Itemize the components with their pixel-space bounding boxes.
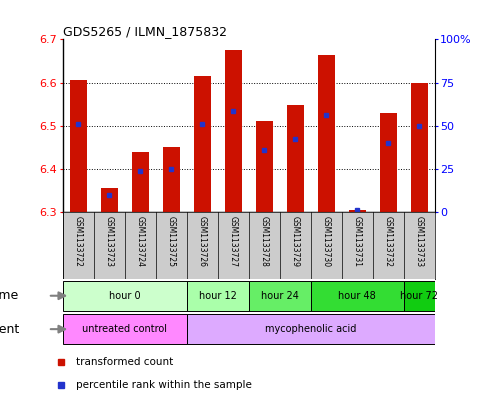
- Bar: [411, 83, 428, 212]
- Bar: [187, 281, 249, 311]
- Text: GSM1133725: GSM1133725: [167, 215, 176, 266]
- Bar: [318, 55, 335, 212]
- Text: GSM1133731: GSM1133731: [353, 215, 362, 266]
- Text: hour 0: hour 0: [109, 291, 141, 301]
- Bar: [404, 281, 435, 311]
- Bar: [349, 210, 366, 212]
- Text: hour 48: hour 48: [339, 291, 376, 301]
- Text: GSM1133723: GSM1133723: [105, 215, 114, 266]
- Text: mycophenolic acid: mycophenolic acid: [265, 324, 356, 334]
- Text: GSM1133727: GSM1133727: [229, 215, 238, 266]
- Text: percentile rank within the sample: percentile rank within the sample: [76, 380, 252, 390]
- Bar: [63, 281, 187, 311]
- Text: GDS5265 / ILMN_1875832: GDS5265 / ILMN_1875832: [63, 25, 227, 38]
- Bar: [70, 81, 87, 212]
- Bar: [249, 281, 311, 311]
- Text: GSM1133726: GSM1133726: [198, 215, 207, 266]
- Text: time: time: [0, 289, 19, 302]
- Bar: [225, 50, 242, 212]
- Text: GSM1133722: GSM1133722: [74, 215, 83, 266]
- Text: agent: agent: [0, 323, 19, 336]
- Bar: [63, 314, 187, 344]
- Bar: [132, 152, 149, 212]
- Text: GSM1133724: GSM1133724: [136, 215, 145, 266]
- Text: transformed count: transformed count: [76, 356, 173, 367]
- Text: GSM1133733: GSM1133733: [415, 215, 424, 267]
- Bar: [163, 147, 180, 212]
- Text: hour 24: hour 24: [261, 291, 298, 301]
- Text: hour 12: hour 12: [199, 291, 237, 301]
- Bar: [187, 314, 435, 344]
- Bar: [380, 113, 397, 212]
- Bar: [311, 281, 404, 311]
- Text: GSM1133729: GSM1133729: [291, 215, 300, 266]
- Bar: [101, 189, 118, 212]
- Text: untreated control: untreated control: [82, 324, 167, 334]
- Text: GSM1133728: GSM1133728: [260, 215, 269, 266]
- Bar: [194, 76, 211, 212]
- Text: GSM1133730: GSM1133730: [322, 215, 331, 267]
- Bar: [287, 105, 304, 212]
- Text: GSM1133732: GSM1133732: [384, 215, 393, 266]
- Bar: [256, 121, 273, 212]
- Text: hour 72: hour 72: [400, 291, 438, 301]
